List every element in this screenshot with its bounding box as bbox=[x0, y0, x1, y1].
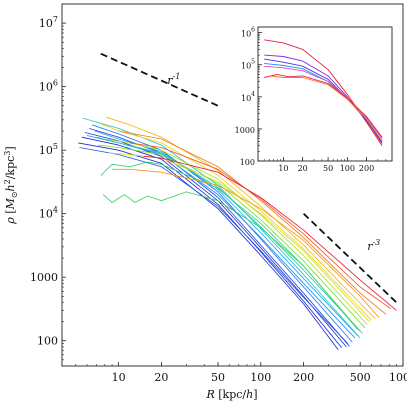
main-y-tick-label: 107 bbox=[39, 15, 58, 30]
main-plot-frame bbox=[61, 3, 404, 367]
inset-y-tick-exponent: 5 bbox=[251, 59, 255, 66]
main-y-tick-label: 1000 bbox=[30, 271, 58, 284]
main-y-tick-base: 100 bbox=[37, 335, 58, 348]
slope-guide-label: r-1 bbox=[167, 72, 180, 87]
x-axis-label: R [kpc/h] bbox=[205, 388, 257, 401]
main-series-19 bbox=[118, 130, 387, 315]
y-axis-label: ρ [M⊙h2/kpc3] bbox=[3, 146, 19, 224]
main-series-13 bbox=[98, 144, 366, 329]
main-y-tick-base: 10 bbox=[39, 208, 53, 221]
slope-guide-line bbox=[302, 213, 398, 304]
slope-guide-label-exponent: -1 bbox=[173, 72, 181, 81]
main-y-tick-base: 10 bbox=[39, 17, 53, 30]
inset-y-tick-label: 104 bbox=[241, 91, 255, 103]
main-series-5 bbox=[79, 147, 349, 344]
inset-series-5 bbox=[264, 65, 383, 139]
main-series-17 bbox=[106, 116, 376, 320]
slope-guide-line bbox=[100, 52, 219, 107]
slope-guide-label-base: r bbox=[167, 74, 173, 87]
inset-x-tick-label: 20 bbox=[298, 164, 308, 173]
inset-x-tick-label: 50 bbox=[323, 164, 333, 173]
slope-guide-label-base: r bbox=[367, 240, 373, 253]
main-y-tick-label: 105 bbox=[39, 142, 58, 157]
main-series-2 bbox=[81, 136, 342, 348]
main-x-tick-label: 200 bbox=[293, 371, 314, 384]
main-series-11 bbox=[100, 161, 359, 330]
inset-background bbox=[226, 24, 396, 166]
main-series-6 bbox=[91, 124, 353, 343]
main-y-tick-label: 106 bbox=[39, 79, 58, 94]
inset-y-tick-base: 10 bbox=[241, 62, 251, 71]
inset-x-tick-label: 200 bbox=[359, 164, 374, 173]
main-x-tick-label: 10 bbox=[112, 371, 126, 384]
main-y-tick-label: 104 bbox=[39, 206, 58, 221]
main-y-tick-base: 10 bbox=[39, 144, 53, 157]
inset-curves bbox=[264, 39, 383, 146]
inset-y-tick-label: 106 bbox=[241, 27, 255, 39]
main-y-tick-base: 10 bbox=[39, 81, 53, 94]
slope-guides: r-1r-3 bbox=[100, 52, 398, 304]
slope-guide-label: r-3 bbox=[367, 238, 380, 253]
inset-y-tick-label: 1000 bbox=[235, 126, 255, 135]
inset-y-tick-base: 100 bbox=[240, 158, 255, 167]
inset-series-6 bbox=[264, 73, 383, 138]
main-plot: r-1r-3 102050100200500100010010001041051… bbox=[3, 3, 407, 401]
inset-series-7 bbox=[269, 75, 383, 142]
main-y-tick-exponent: 6 bbox=[53, 79, 58, 88]
main-series-20 bbox=[129, 142, 391, 309]
inset-y-tick-label: 105 bbox=[241, 59, 255, 71]
main-x-tick-label: 20 bbox=[154, 371, 168, 384]
main-y-tick-exponent: 7 bbox=[53, 15, 58, 24]
inset-x-tick-label: 100 bbox=[340, 164, 355, 173]
main-series-4 bbox=[88, 127, 350, 347]
inset-y-tick-base: 10 bbox=[241, 94, 251, 103]
inset-x-tick-label: 10 bbox=[278, 164, 288, 173]
inset-series-3 bbox=[264, 58, 383, 143]
slope-guide-label-exponent: -3 bbox=[372, 238, 380, 247]
main-series-12 bbox=[102, 191, 361, 332]
main-x-tick-label: 100 bbox=[250, 371, 271, 384]
main-series-15 bbox=[108, 152, 370, 322]
main-curves bbox=[78, 116, 397, 351]
inset-series-1 bbox=[264, 39, 383, 146]
inset-y-tick-exponent: 6 bbox=[251, 27, 255, 34]
inset-plot-frame bbox=[257, 26, 393, 162]
inset-y-tick-base: 10 bbox=[241, 30, 251, 39]
main-y-tick-exponent: 5 bbox=[53, 142, 58, 151]
main-series-18 bbox=[112, 168, 380, 318]
main-x-tick-label: 50 bbox=[211, 371, 225, 384]
main-series-1 bbox=[78, 142, 339, 351]
inset-y-tick-label: 100 bbox=[240, 158, 255, 167]
main-series-10 bbox=[96, 136, 363, 334]
main-x-tick-label: 1000 bbox=[389, 371, 407, 384]
main-series-8 bbox=[94, 130, 359, 336]
inset-y-tick-base: 1000 bbox=[235, 126, 255, 135]
main-y-tick-base: 1000 bbox=[30, 271, 58, 284]
main-series-21 bbox=[143, 155, 397, 311]
main-x-tick-label: 500 bbox=[350, 371, 371, 384]
main-axis-ticks: 10205010020050010001001000104105106107 bbox=[30, 3, 407, 384]
main-y-tick-label: 100 bbox=[37, 335, 58, 348]
main-y-tick-exponent: 4 bbox=[53, 206, 58, 215]
inset-y-tick-exponent: 4 bbox=[251, 91, 255, 98]
